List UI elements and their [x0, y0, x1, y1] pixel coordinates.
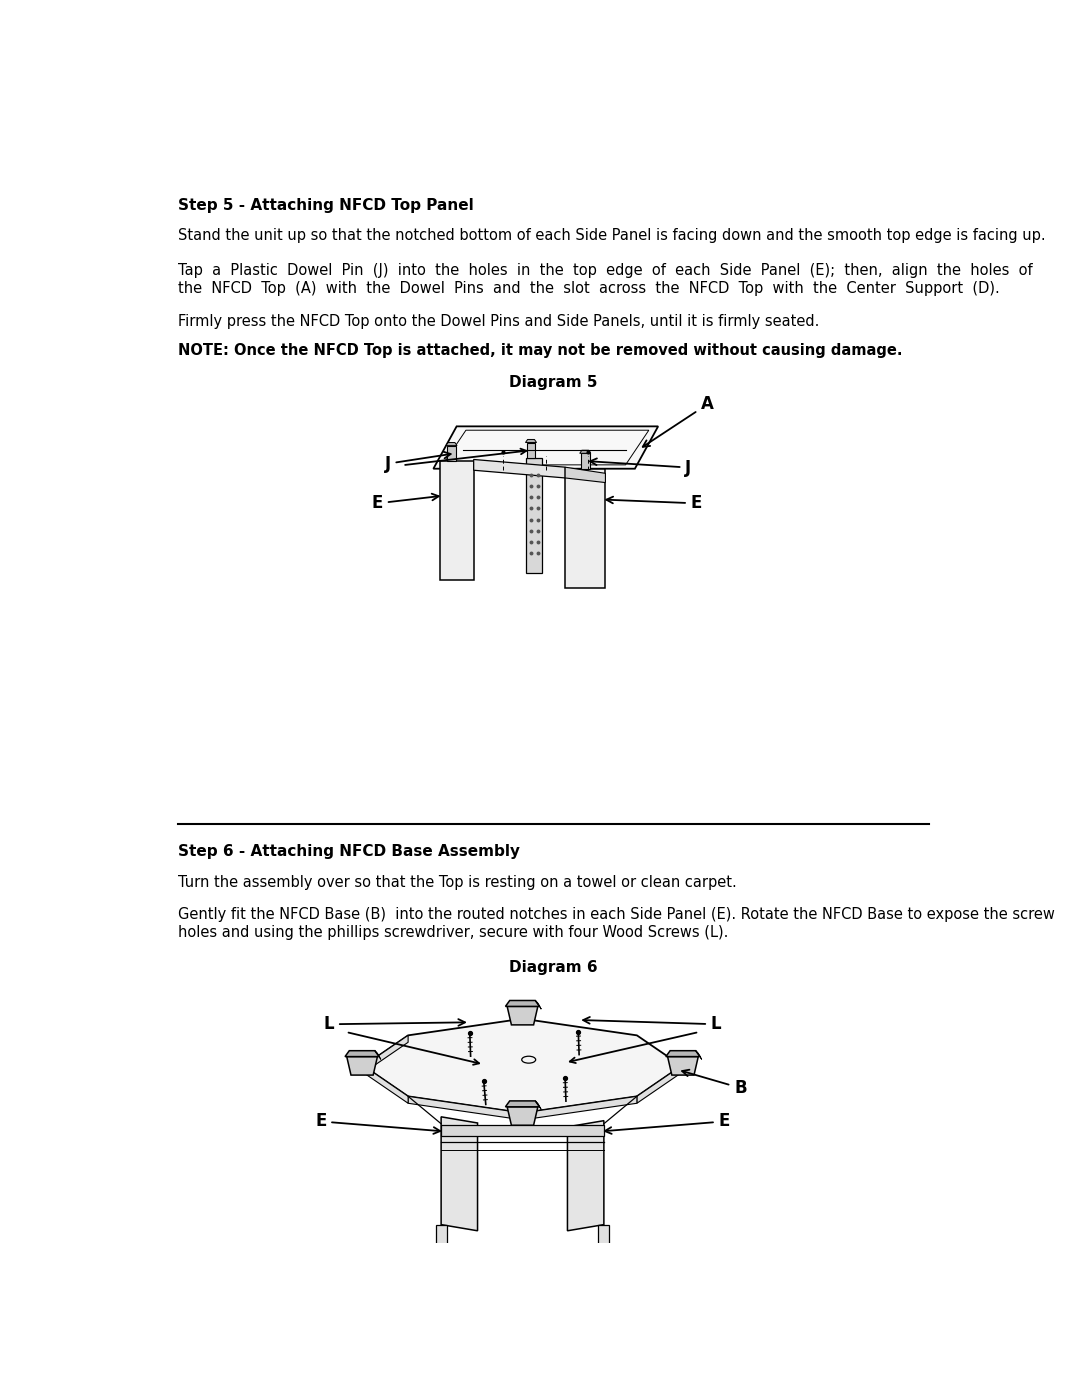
Polygon shape [364, 1066, 408, 1104]
Polygon shape [527, 443, 536, 458]
Text: E: E [372, 493, 438, 513]
Text: Step 5 - Attaching NFCD Top Panel: Step 5 - Attaching NFCD Top Panel [177, 197, 473, 212]
Polygon shape [375, 1051, 381, 1059]
Polygon shape [637, 1066, 681, 1104]
Polygon shape [565, 469, 606, 588]
Text: Diagram 6: Diagram 6 [509, 960, 598, 975]
Polygon shape [696, 1051, 702, 1059]
Polygon shape [580, 450, 591, 453]
Polygon shape [523, 1097, 637, 1120]
Polygon shape [505, 1000, 540, 1006]
Text: Firmly press the NFCD Top onto the Dowel Pins and Side Panels, until it is firml: Firmly press the NFCD Top onto the Dowel… [177, 313, 819, 328]
Text: NOTE: Once the NFCD Top is attached, it may not be removed without causing damag: NOTE: Once the NFCD Top is attached, it … [177, 342, 902, 358]
Text: holes and using the phillips screwdriver, secure with four Wood Screws (L).: holes and using the phillips screwdriver… [177, 925, 728, 940]
Bar [598, 1225, 609, 1274]
Text: J: J [384, 451, 450, 472]
Polygon shape [364, 1035, 408, 1073]
Polygon shape [508, 1106, 538, 1126]
Text: Stand the unit up so that the notched bottom of each Side Panel is facing down a: Stand the unit up so that the notched bo… [177, 229, 1045, 243]
Polygon shape [347, 1056, 377, 1076]
Text: Step 6 - Attaching NFCD Base Assembly: Step 6 - Attaching NFCD Base Assembly [177, 844, 519, 859]
Text: A: A [643, 395, 714, 447]
Polygon shape [526, 458, 542, 573]
Polygon shape [505, 1101, 540, 1106]
Polygon shape [666, 1051, 700, 1056]
Text: Diagram 5: Diagram 5 [510, 376, 597, 390]
Polygon shape [581, 453, 590, 469]
Text: E: E [315, 1112, 441, 1134]
Polygon shape [447, 446, 456, 461]
Text: L: L [583, 1016, 721, 1034]
Polygon shape [667, 1056, 699, 1076]
Polygon shape [565, 467, 606, 482]
Text: Turn the assembly over so that the Top is resting on a towel or clean carpet.: Turn the assembly over so that the Top i… [177, 875, 737, 890]
Polygon shape [441, 1116, 477, 1231]
Polygon shape [508, 1006, 538, 1025]
Polygon shape [536, 1000, 541, 1009]
Polygon shape [440, 461, 474, 580]
Text: B: B [683, 1070, 746, 1097]
Polygon shape [446, 443, 457, 446]
Polygon shape [536, 1101, 541, 1109]
Polygon shape [408, 1097, 523, 1120]
Polygon shape [345, 1051, 379, 1056]
Text: the  NFCD  Top  (A)  with  the  Dowel  Pins  and  the  slot  across  the  NFCD  : the NFCD Top (A) with the Dowel Pins and… [177, 281, 999, 296]
Text: Tap  a  Plastic  Dowel  Pin  (J)  into  the  holes  in  the  top  edge  of  each: Tap a Plastic Dowel Pin (J) into the hol… [177, 263, 1032, 278]
Text: L: L [324, 1016, 465, 1034]
Text: J: J [590, 458, 691, 476]
Text: Gently fit the NFCD Base (B)  into the routed notches in each Side Panel (E). Ro: Gently fit the NFCD Base (B) into the ro… [177, 907, 1054, 922]
Polygon shape [526, 440, 537, 443]
Polygon shape [364, 1018, 681, 1113]
Polygon shape [474, 460, 565, 478]
Text: E: E [605, 1112, 730, 1134]
Bar [435, 1225, 446, 1274]
Polygon shape [567, 1120, 604, 1231]
Polygon shape [441, 1126, 604, 1136]
Polygon shape [433, 426, 658, 469]
Text: E: E [606, 495, 702, 513]
